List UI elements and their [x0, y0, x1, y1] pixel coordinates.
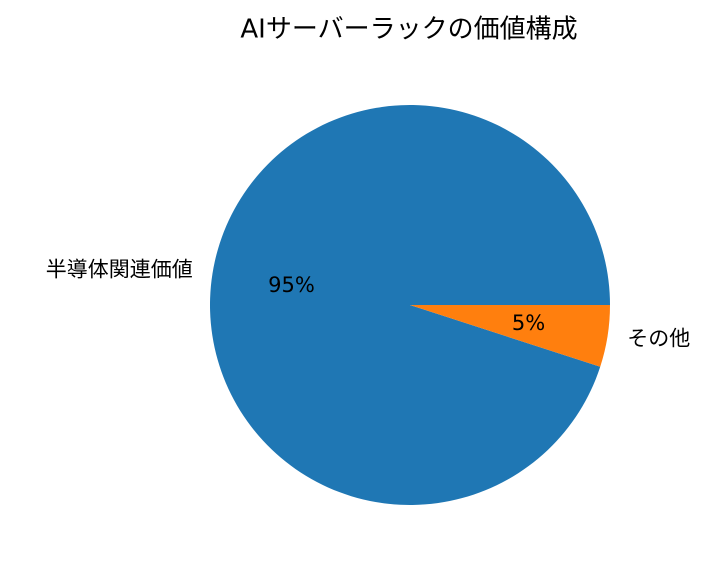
pie-slice [209, 104, 610, 505]
slice-label: 半導体関連価値 [46, 258, 193, 282]
slice-label: その他 [627, 326, 690, 350]
value-label: 5% [512, 311, 545, 335]
pie-slice [410, 305, 610, 367]
value-label: 95% [268, 273, 315, 297]
chart-title: AIサーバーラックの価値構成 [240, 15, 577, 45]
